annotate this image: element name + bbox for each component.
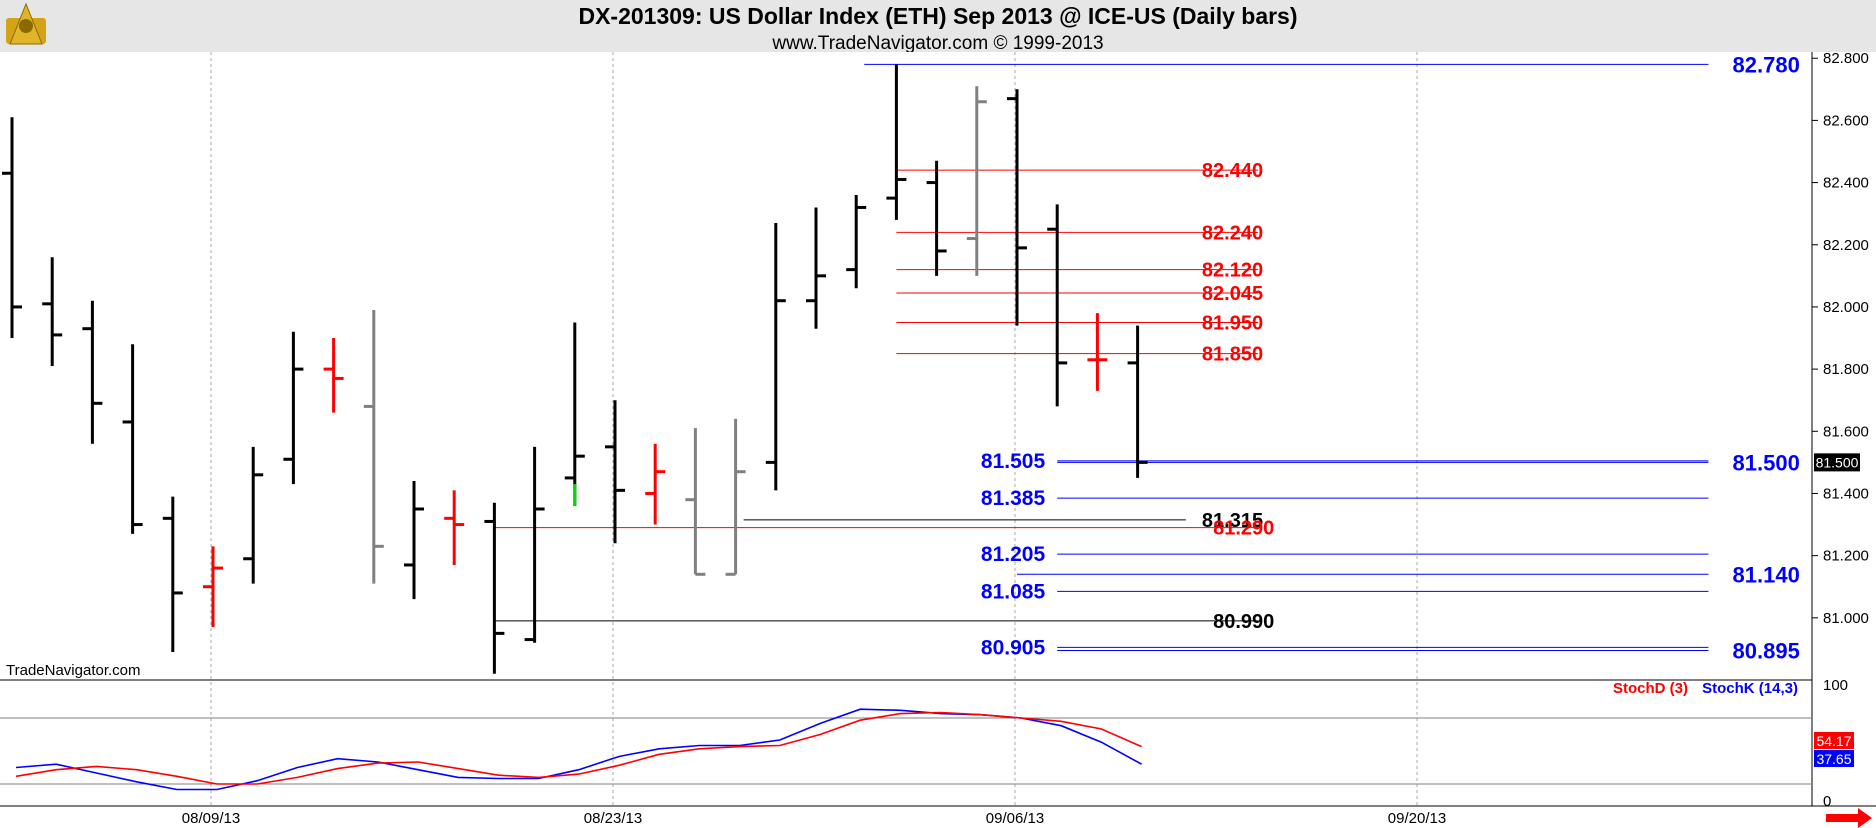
level-label: 81.290: [1213, 518, 1274, 540]
stochastic-pane: StochD (3) StochK (14,3) 100 0 54.17 37.…: [0, 677, 1854, 810]
stochastic-bands: [0, 717, 1812, 785]
stoch-k-value: 37.65: [1816, 751, 1851, 767]
price-tick-label: 81.800: [1823, 361, 1869, 378]
price-tick-label: 82.400: [1823, 175, 1869, 192]
level-label: 81.205: [981, 543, 1046, 566]
date-tick-label: 08/09/13: [182, 810, 240, 827]
price-tick-label: 81.200: [1823, 548, 1869, 565]
price-tick-label: 81.400: [1823, 485, 1869, 502]
level-label: 80.990: [1213, 611, 1274, 633]
stoch-d-label: StochD (3): [1613, 680, 1688, 697]
date-axis: 08/09/13 08/23/13 09/06/13 09/20/13: [182, 810, 1446, 827]
date-tick-label: 08/23/13: [584, 810, 642, 827]
ohlc-bars: [2, 64, 1148, 674]
date-tick-label: 09/20/13: [1388, 810, 1446, 827]
level-label: 80.895: [1733, 638, 1800, 663]
stoch-k-badge: [1814, 750, 1854, 767]
tradenavigator-logo: [6, 2, 46, 45]
level-label: 82.780: [1733, 52, 1800, 77]
price-tick-label: 82.800: [1823, 50, 1869, 67]
stoch-tick-100: 100: [1823, 677, 1848, 694]
chart-subtitle: www.TradeNavigator.com © 1999-2013: [771, 33, 1103, 54]
level-label: 82.045: [1202, 283, 1263, 305]
last-price-badge: 81.500: [1814, 453, 1860, 472]
stoch-d-value: 54.17: [1816, 733, 1851, 749]
stochastic-lines: [15, 708, 1143, 791]
stoch-tick-0: 0: [1823, 793, 1831, 810]
price-axis: 82.800 82.600 82.400 82.200 82.000 81.800 81.6…: [1812, 50, 1869, 627]
stoch-d-badge: [1814, 732, 1854, 749]
stoch-k-label: StochK (14,3): [1702, 680, 1798, 697]
level-label: 82.120: [1202, 260, 1263, 282]
price-tick-label: 81.000: [1823, 610, 1869, 627]
stoch-d-line: [15, 711, 1142, 785]
price-tick-label: 82.600: [1823, 112, 1869, 129]
level-label: 81.085: [981, 580, 1046, 603]
level-label: 81.850: [1202, 344, 1263, 366]
last-price-value: 81.500: [1816, 454, 1859, 470]
chart-title: DX-201309: US Dollar Index (ETH) Sep 201…: [578, 3, 1297, 29]
scroll-right-arrow-icon[interactable]: [1826, 808, 1872, 828]
level-label: 82.440: [1202, 160, 1263, 182]
level-label: 82.240: [1202, 222, 1263, 244]
price-tick-label: 82.200: [1823, 237, 1869, 254]
price-tick-label: 82.000: [1823, 299, 1869, 316]
watermark: TradeNavigator.com: [6, 662, 141, 679]
level-label: 81.500: [1733, 450, 1800, 475]
header-band: [0, 0, 1876, 52]
level-label: 81.505: [981, 450, 1046, 473]
price-tick-label: 81.600: [1823, 423, 1869, 440]
level-label: 81.950: [1202, 312, 1263, 334]
level-label: 81.385: [981, 487, 1046, 510]
level-label: 81.140: [1733, 562, 1800, 587]
level-label: 81.315: [1202, 510, 1263, 532]
level-label: 80.905: [981, 636, 1046, 659]
date-tick-label: 09/06/13: [986, 810, 1044, 827]
